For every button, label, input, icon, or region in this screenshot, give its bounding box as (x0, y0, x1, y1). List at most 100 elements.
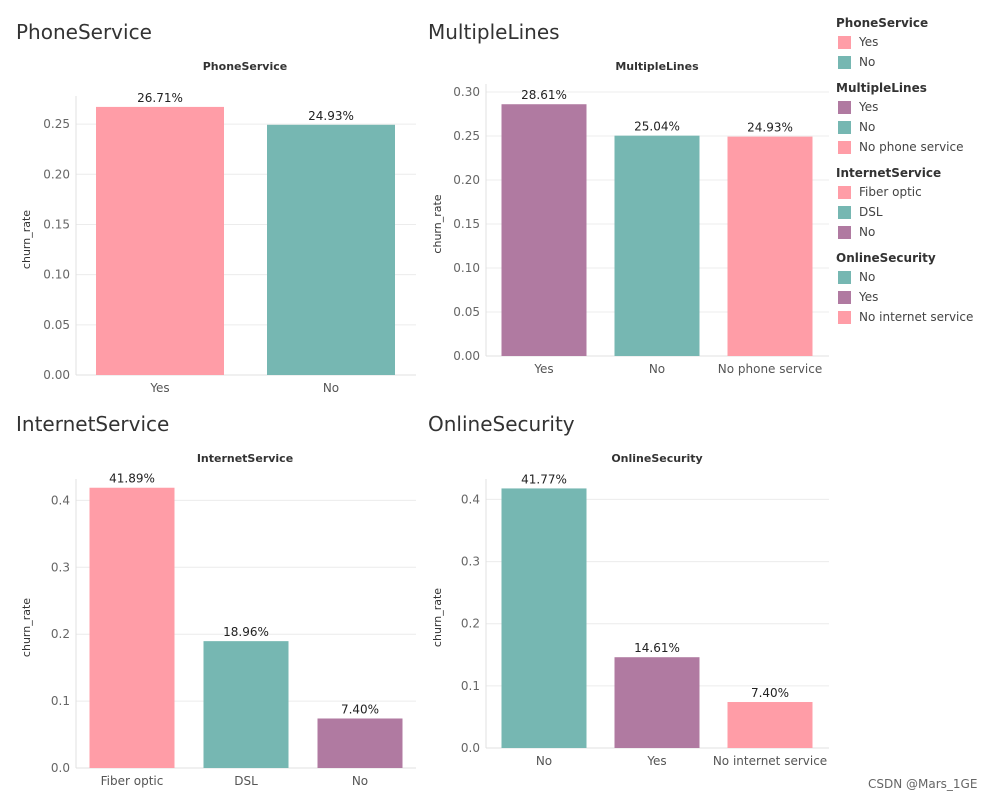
bar[interactable] (501, 488, 587, 748)
data-label: 41.77% (521, 472, 567, 486)
y-tick-label: 0.20 (453, 173, 480, 187)
chart-internetservice: InternetService 0.0 0.1 0.2 0.3 0.4 churn_rate… (20, 452, 416, 788)
legend-item[interactable]: Yes (836, 287, 996, 307)
bar[interactable] (267, 124, 395, 375)
y-tick-label: 0.25 (453, 129, 480, 143)
legend-item[interactable]: DSL (836, 202, 996, 222)
y-axis-label: churn_rate (431, 588, 444, 647)
y-tick-label: 0.2 (51, 627, 70, 641)
data-label: 28.61% (521, 88, 567, 102)
bar[interactable] (89, 487, 175, 768)
x-tick-label: No (536, 754, 552, 768)
chart-subtitle: InternetService (197, 452, 293, 465)
legend-swatch (838, 290, 851, 304)
y-tick-label: 0.05 (43, 318, 70, 332)
data-label: 7.40% (341, 702, 379, 716)
bar[interactable] (727, 136, 813, 356)
legend-swatch (838, 140, 851, 154)
y-tick-label: 0.30 (453, 85, 480, 99)
legend-label: Yes (859, 290, 879, 304)
y-tick-label: 0.05 (453, 305, 480, 319)
legend-group: PhoneService Yes No (836, 14, 996, 72)
chart-title-phoneservice: PhoneService (16, 20, 152, 44)
chart-subtitle: MultipleLines (615, 60, 699, 73)
x-tick-label: No internet service (713, 754, 827, 768)
y-tick-label: 0.0 (51, 761, 70, 775)
y-tick-label: 0.4 (461, 492, 480, 506)
x-tick-label: No phone service (718, 362, 822, 376)
x-tick-label: No (323, 381, 339, 395)
legend-item[interactable]: No (836, 222, 996, 242)
data-label: 26.71% (137, 91, 183, 105)
legend-swatch (838, 55, 851, 69)
chart-onlinesecurity: OnlineSecurity 0.0 0.1 0.2 0.3 0.4 churn_rate 4… (431, 452, 829, 768)
bar[interactable] (614, 657, 700, 748)
watermark: CSDN @Mars_1GE (868, 777, 978, 791)
legend-label: No (859, 55, 876, 69)
y-axis-label: churn_rate (20, 598, 33, 657)
y-tick-label: 0.15 (43, 217, 70, 231)
y-tick-label: 0.2 (461, 617, 480, 631)
legend-label: No phone service (859, 140, 964, 154)
legend-group: MultipleLines Yes No No phone service (836, 79, 996, 157)
data-label: 41.89% (109, 472, 155, 486)
legend-label: Yes (859, 100, 879, 114)
legend-swatch (838, 310, 851, 324)
y-axis-label: churn_rate (431, 194, 444, 253)
legend-label: No (859, 270, 876, 284)
y-tick-label: 0.0 (461, 741, 480, 755)
y-tick-label: 0.00 (43, 368, 70, 382)
x-tick-label: Fiber optic (101, 774, 164, 788)
x-tick-label: No (649, 362, 665, 376)
chart-subtitle: PhoneService (203, 60, 287, 73)
legend-item[interactable]: Fiber optic (836, 182, 996, 202)
data-label: 24.93% (747, 121, 793, 135)
legend-label: No internet service (859, 310, 974, 324)
legend-label: DSL (859, 205, 883, 219)
bar[interactable] (614, 135, 700, 356)
legend-item[interactable]: Yes (836, 32, 996, 52)
legend-swatch (838, 270, 851, 284)
x-tick-label: No (352, 774, 368, 788)
y-tick-label: 0.00 (453, 349, 480, 363)
y-tick-label: 0.10 (43, 268, 70, 282)
data-label: 14.61% (634, 641, 680, 655)
x-tick-label: Yes (646, 754, 666, 768)
legend-label: No (859, 120, 876, 134)
legend-swatch (838, 225, 851, 239)
bar[interactable] (727, 702, 813, 748)
legend-label: Yes (859, 35, 879, 49)
data-label: 18.96% (223, 625, 269, 639)
legend-item[interactable]: No (836, 267, 996, 287)
legend-item[interactable]: Yes (836, 97, 996, 117)
x-tick-label: Yes (533, 362, 553, 376)
y-tick-label: 0.25 (43, 117, 70, 131)
chart-title-onlinesecurity: OnlineSecurity (428, 412, 575, 436)
legend-item[interactable]: No internet service (836, 307, 996, 327)
legend-label: No (859, 225, 876, 239)
y-tick-label: 0.10 (453, 261, 480, 275)
x-tick-label: Yes (149, 381, 169, 395)
legend-item[interactable]: No phone service (836, 137, 996, 157)
y-tick-label: 0.3 (461, 555, 480, 569)
legend-title: PhoneService (836, 16, 929, 30)
data-label: 7.40% (751, 686, 789, 700)
chart-multiplelines: MultipleLines 0.00 0.05 0.10 0.15 0.20 0.25 0.3… (431, 60, 829, 376)
legend-swatch (838, 120, 851, 134)
bar[interactable] (203, 641, 289, 768)
y-tick-label: 0.1 (461, 679, 480, 693)
bar[interactable] (317, 718, 403, 768)
legend-swatch (838, 100, 851, 114)
bar[interactable] (96, 106, 224, 376)
data-label: 24.93% (308, 109, 354, 123)
legend-item[interactable]: No (836, 117, 996, 137)
legend-group: OnlineSecurity No Yes No internet service (836, 249, 996, 327)
legend-swatch (838, 185, 851, 199)
legend-item[interactable]: No (836, 52, 996, 72)
bar[interactable] (501, 104, 587, 357)
x-tick-label: DSL (234, 774, 258, 788)
legend-swatch (838, 205, 851, 219)
data-label: 25.04% (634, 120, 680, 134)
y-tick-label: 0.15 (453, 217, 480, 231)
y-tick-label: 0.3 (51, 560, 70, 574)
